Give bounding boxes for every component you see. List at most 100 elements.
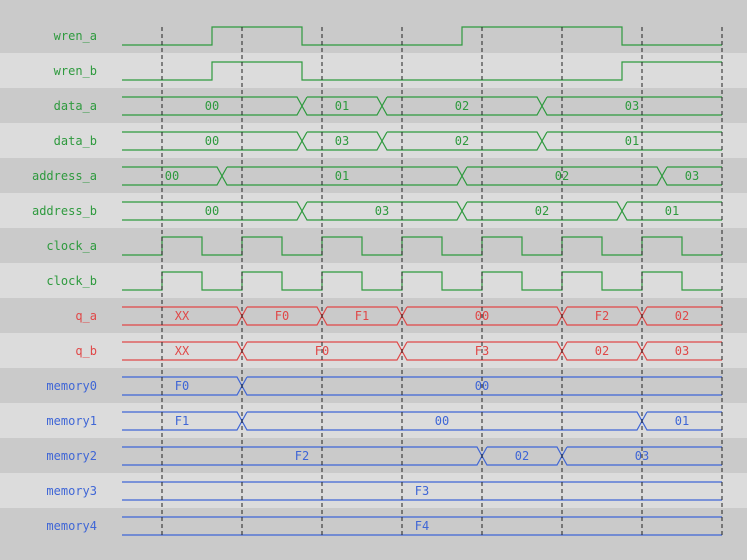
bus-segment bbox=[381, 96, 543, 116]
bus-value: 03 bbox=[625, 99, 639, 113]
bus-value: 01 bbox=[675, 414, 689, 428]
bus-value: 02 bbox=[455, 134, 469, 148]
bus-segment bbox=[541, 131, 722, 151]
signal-label-memory3: memory3 bbox=[46, 484, 97, 498]
footer-band bbox=[0, 543, 747, 560]
waveform-data_a: 00 01 02 03 bbox=[122, 96, 722, 116]
bus-value: 02 bbox=[675, 309, 689, 323]
bus-value: 01 bbox=[625, 134, 639, 148]
signal-row bbox=[0, 158, 747, 193]
bus-value: F4 bbox=[415, 519, 429, 533]
bus-value: F1 bbox=[175, 414, 189, 428]
signal-row bbox=[0, 508, 747, 543]
waveform-clock_b bbox=[122, 271, 722, 291]
signal-label-clock_a: clock_a bbox=[46, 239, 97, 253]
bus-segment bbox=[122, 516, 722, 536]
waveform-memory4: F4 bbox=[122, 516, 722, 536]
signal-row bbox=[0, 123, 747, 158]
bus-value: 02 bbox=[455, 99, 469, 113]
signal-row bbox=[0, 403, 747, 438]
bus-segment bbox=[122, 481, 722, 501]
signal-label-q_a: q_a bbox=[75, 309, 97, 323]
waveform-wren_b bbox=[122, 61, 722, 81]
signal-label-wren_a: wren_a bbox=[54, 29, 97, 43]
bus-value: 01 bbox=[665, 204, 679, 218]
bit-trace bbox=[122, 236, 722, 256]
bus-segment bbox=[221, 166, 463, 186]
bus-value: XX bbox=[175, 344, 190, 358]
signal-row bbox=[0, 228, 747, 263]
bus-value: F0 bbox=[275, 309, 289, 323]
signal-label-address_b: address_b bbox=[32, 204, 97, 218]
signal-label-wren_b: wren_b bbox=[54, 64, 97, 78]
bus-segment bbox=[461, 201, 623, 221]
waveform-address_b: 00 03 02 01 bbox=[122, 201, 722, 221]
signal-row bbox=[0, 368, 747, 403]
bus-value: 00 bbox=[205, 99, 219, 113]
bus-value: 02 bbox=[595, 344, 609, 358]
bus-segment bbox=[621, 201, 722, 221]
bus-segment bbox=[661, 166, 722, 186]
bus-segment bbox=[381, 131, 543, 151]
signal-row bbox=[0, 333, 747, 368]
signal-label-memory2: memory2 bbox=[46, 449, 97, 463]
bus-segment bbox=[241, 376, 722, 396]
bit-trace bbox=[122, 26, 722, 46]
waveform-memory3: F3 bbox=[122, 481, 722, 501]
bus-value: 03 bbox=[685, 169, 699, 183]
signal-row bbox=[0, 438, 747, 473]
bus-value: 00 bbox=[165, 169, 179, 183]
waveform-wren_a bbox=[122, 26, 722, 46]
bus-value: 03 bbox=[675, 344, 689, 358]
bus-value: F2 bbox=[595, 309, 609, 323]
signal-label-clock_b: clock_b bbox=[46, 274, 97, 288]
signal-row bbox=[0, 263, 747, 298]
bus-segment bbox=[641, 411, 722, 431]
bus-value: 02 bbox=[535, 204, 549, 218]
signal-label-q_b: q_b bbox=[75, 344, 97, 358]
bus-segment bbox=[561, 446, 722, 466]
signal-row bbox=[0, 18, 747, 53]
signal-label-data_a: data_a bbox=[54, 99, 97, 113]
waveform-address_a: 00 01 02 03 bbox=[122, 166, 722, 186]
signal-labels: wren_a wren_b data_a data_b address_aaddress… bbox=[32, 29, 97, 533]
bus-value: F0 bbox=[175, 379, 189, 393]
bus-segment bbox=[641, 341, 722, 361]
bus-value: 01 bbox=[335, 99, 349, 113]
bus-value: 01 bbox=[335, 169, 349, 183]
bus-segment bbox=[301, 96, 383, 116]
time-grid bbox=[161, 27, 723, 537]
signal-row bbox=[0, 193, 747, 228]
signal-label-address_a: address_a bbox=[32, 169, 97, 183]
bus-segment bbox=[301, 201, 463, 221]
signal-label-memory1: memory1 bbox=[46, 414, 97, 428]
bus-value: 03 bbox=[375, 204, 389, 218]
bus-value: F1 bbox=[355, 309, 369, 323]
bus-segment bbox=[541, 96, 722, 116]
bus-value: 03 bbox=[335, 134, 349, 148]
signal-label-memory4: memory4 bbox=[46, 519, 97, 533]
bus-value: 02 bbox=[515, 449, 529, 463]
bus-value: XX bbox=[175, 309, 190, 323]
signal-row bbox=[0, 88, 747, 123]
waveform-q_a: XX F0 F1 00 F2 02 bbox=[122, 306, 722, 326]
waveform-data_b: 00 03 02 01 bbox=[122, 131, 722, 151]
bus-segment bbox=[461, 166, 663, 186]
bus-value: F2 bbox=[295, 449, 309, 463]
signal-row bbox=[0, 473, 747, 508]
bus-segment bbox=[301, 131, 383, 151]
bus-value: 00 bbox=[205, 134, 219, 148]
bus-segment bbox=[641, 306, 722, 326]
bit-trace bbox=[122, 271, 722, 291]
waveform-clock_a bbox=[122, 236, 722, 256]
bus-value: 00 bbox=[205, 204, 219, 218]
signal-row bbox=[0, 53, 747, 88]
signal-label-data_b: data_b bbox=[54, 134, 97, 148]
signal-label-memory0: memory0 bbox=[46, 379, 97, 393]
signal-row bbox=[0, 298, 747, 333]
bit-trace bbox=[122, 61, 722, 81]
bus-value: F3 bbox=[415, 484, 429, 498]
bus-value: 00 bbox=[435, 414, 449, 428]
